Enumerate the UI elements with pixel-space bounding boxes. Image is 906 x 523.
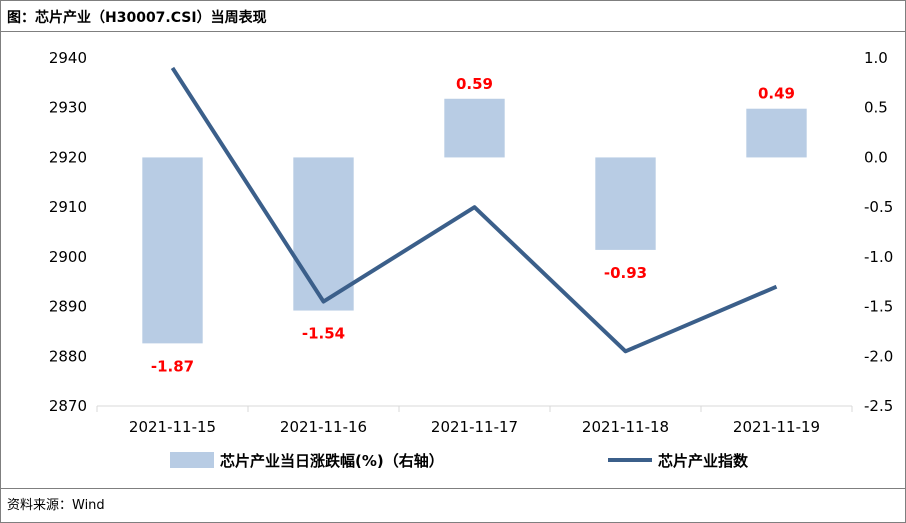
bar-data-label: -1.54 bbox=[302, 325, 345, 343]
line-series bbox=[170, 66, 778, 354]
bar bbox=[142, 157, 203, 344]
title-divider bbox=[0, 31, 906, 32]
data-labels: -1.87 -1.54 0.59 -0.93 0.49 bbox=[151, 75, 795, 376]
x-axis: 2021-11-15 2021-11-16 2021-11-17 2021-11-18… bbox=[96, 405, 853, 436]
bar bbox=[293, 157, 354, 311]
chart-area: 2940 2930 2920 2910 2900 2890 2880 2870 1.0 0.5 0… bbox=[49, 49, 893, 470]
bar bbox=[595, 157, 656, 250]
source-divider bbox=[0, 488, 906, 489]
left-tick-label: 2900 bbox=[49, 248, 87, 266]
left-axis: 2940 2930 2920 2910 2900 2890 2880 2870 bbox=[49, 49, 87, 415]
bar-data-label: -0.93 bbox=[604, 264, 647, 282]
bar-series bbox=[142, 98, 807, 344]
left-tick-label: 2910 bbox=[49, 198, 87, 216]
legend-line-label: 芯片产业指数 bbox=[658, 452, 749, 470]
x-tick-label: 2021-11-16 bbox=[280, 418, 367, 436]
right-tick-label: -1.0 bbox=[864, 248, 893, 266]
x-tick-label: 2021-11-17 bbox=[431, 418, 518, 436]
right-tick-label: -2.0 bbox=[864, 347, 893, 365]
source-note: 资料来源：Wind bbox=[7, 498, 105, 513]
right-tick-label: 1.0 bbox=[864, 49, 888, 67]
bar-data-label: 0.49 bbox=[758, 85, 795, 103]
x-tick-label: 2021-11-15 bbox=[129, 418, 216, 436]
bar-data-label: -1.87 bbox=[151, 357, 194, 375]
right-axis: 1.0 0.5 0.0 -0.5 -1.0 -1.5 -2.0 -2.5 bbox=[864, 49, 893, 415]
x-tick-label: 2021-11-18 bbox=[582, 418, 669, 436]
left-tick-label: 2930 bbox=[49, 99, 87, 117]
bar-data-label: 0.59 bbox=[456, 75, 493, 93]
right-tick-label: -0.5 bbox=[864, 198, 893, 216]
left-tick-label: 2920 bbox=[49, 148, 87, 166]
left-tick-label: 2880 bbox=[49, 347, 87, 365]
legend-bar-swatch bbox=[170, 452, 214, 468]
left-tick-label: 2890 bbox=[49, 298, 87, 316]
bar bbox=[746, 108, 807, 158]
bar bbox=[444, 98, 505, 158]
x-tick-label: 2021-11-19 bbox=[733, 418, 820, 436]
right-tick-label: 0.5 bbox=[864, 99, 888, 117]
right-tick-label: -1.5 bbox=[864, 298, 893, 316]
right-tick-label: 0.0 bbox=[864, 148, 888, 166]
chart-title: 图：芯片产业（H30007.CSI）当周表现 bbox=[7, 10, 267, 26]
index-line bbox=[170, 66, 778, 354]
right-tick-label: -2.5 bbox=[864, 397, 893, 415]
left-tick-label: 2940 bbox=[49, 49, 87, 67]
legend-bar-label: 芯片产业当日涨跌幅(%)（右轴） bbox=[220, 452, 444, 470]
left-tick-label: 2870 bbox=[49, 397, 87, 415]
legend: 芯片产业当日涨跌幅(%)（右轴） 芯片产业指数 bbox=[170, 452, 749, 470]
